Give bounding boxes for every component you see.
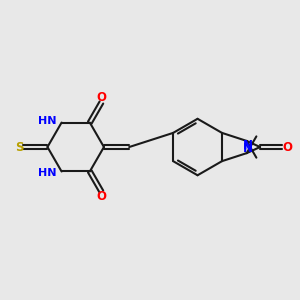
Text: N: N — [243, 139, 253, 152]
Text: O: O — [282, 140, 292, 154]
Text: O: O — [96, 190, 106, 202]
Text: HN: HN — [38, 116, 56, 126]
Text: S: S — [15, 140, 24, 154]
Text: O: O — [96, 91, 106, 104]
Text: N: N — [243, 142, 253, 155]
Text: HN: HN — [38, 168, 56, 178]
